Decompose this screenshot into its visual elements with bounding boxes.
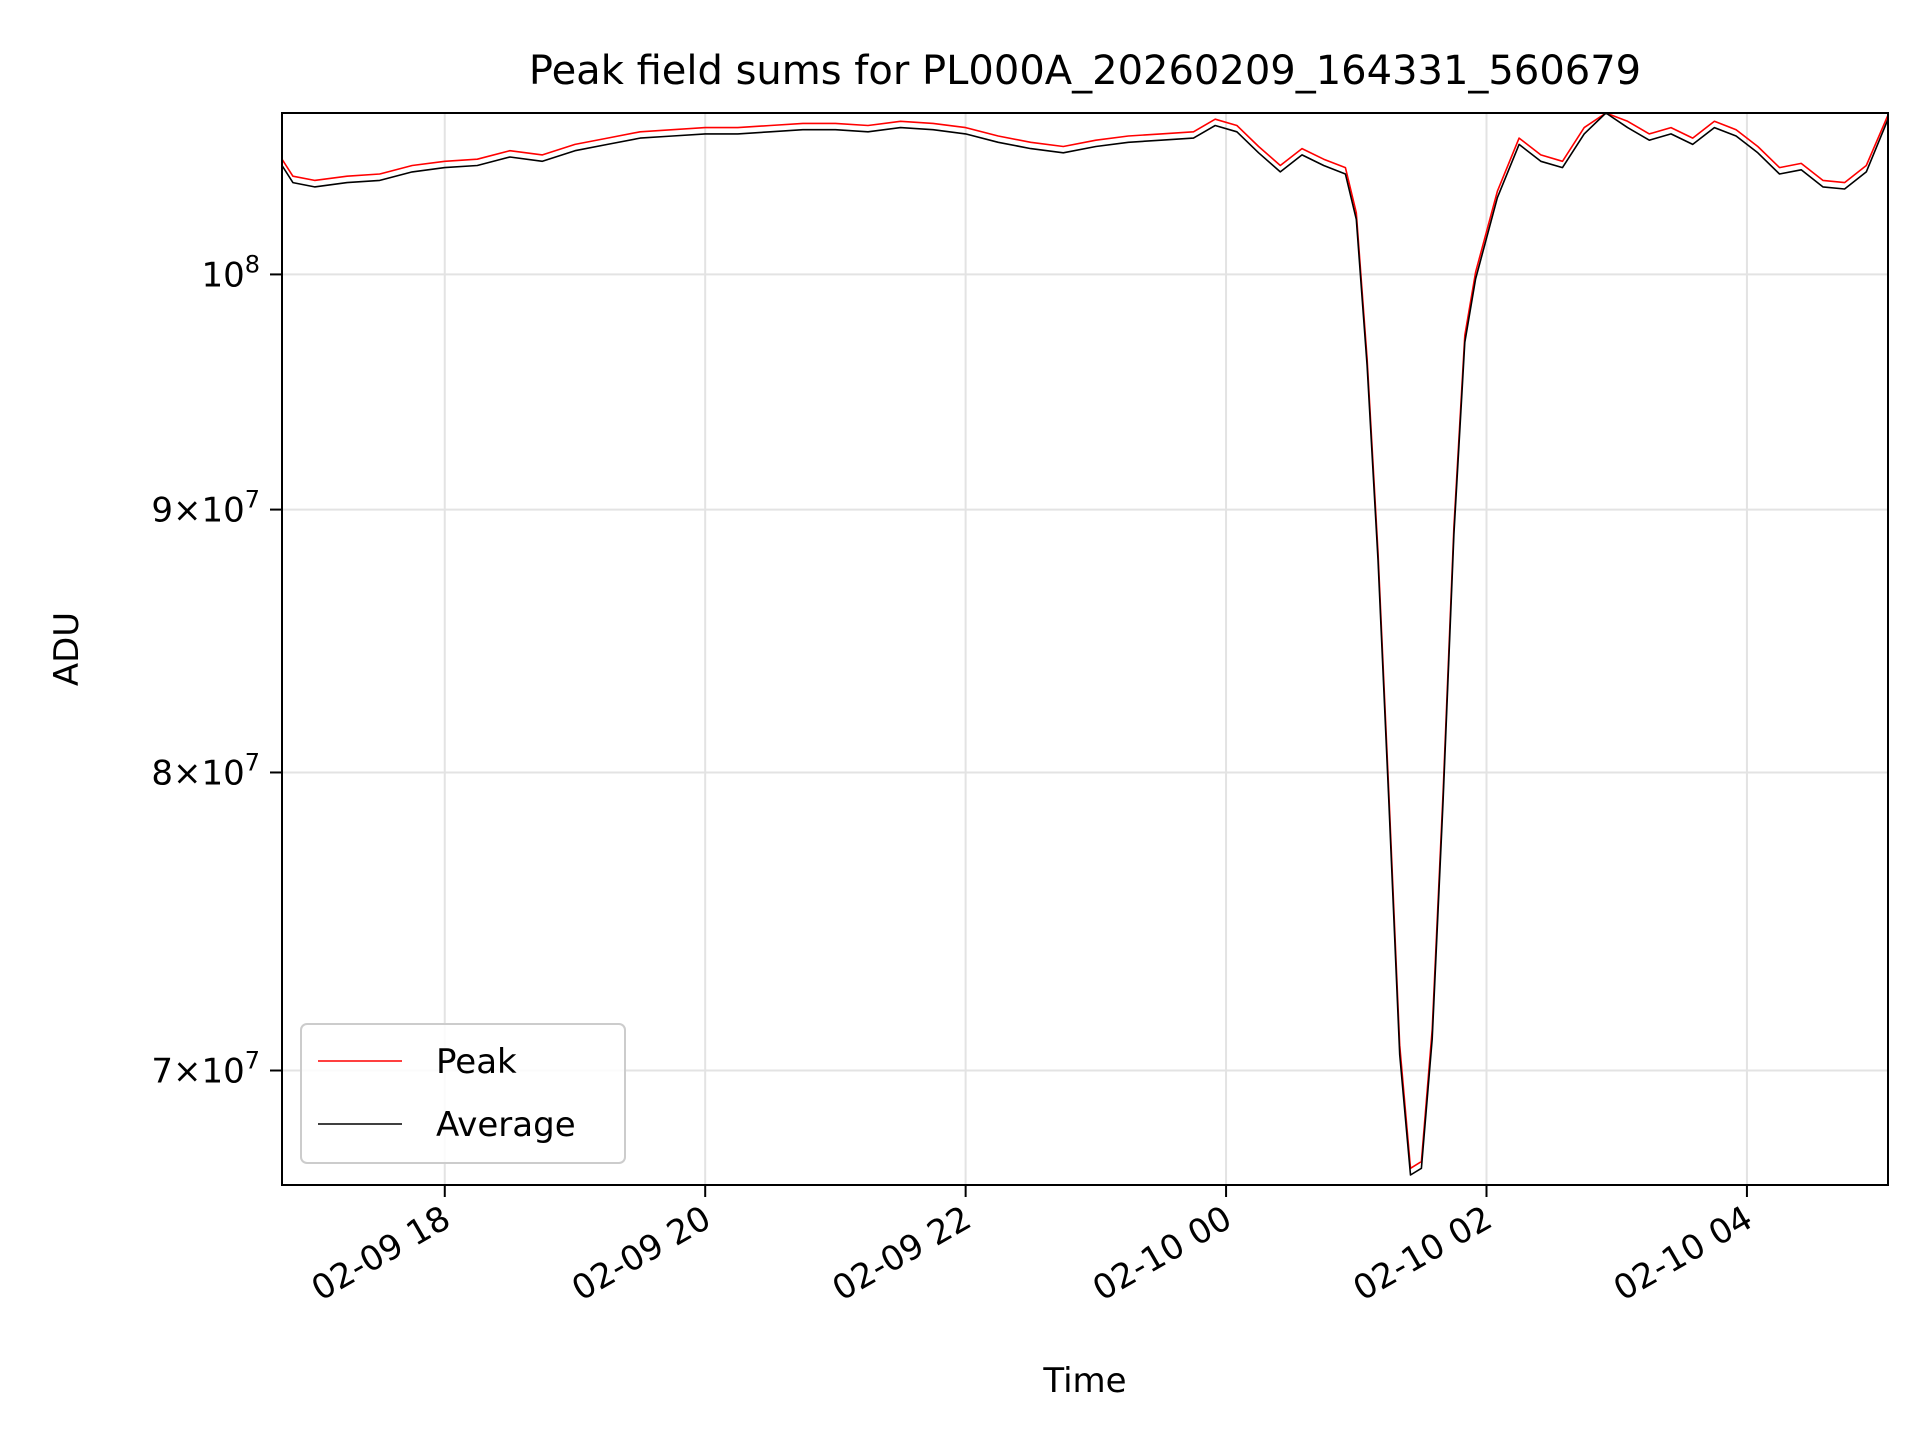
legend-average-label: Average [436, 1105, 576, 1145]
series-layer [281, 112, 1889, 1176]
chart-title: Peak field sums for PL000A_20260209_1643… [529, 48, 1641, 94]
plot-frame [281, 112, 1889, 1186]
legend-peak-label: Peak [436, 1042, 517, 1082]
legend-box [300, 1023, 626, 1164]
x-axis-label: Time [1042, 1361, 1126, 1401]
average-series-line [281, 112, 1889, 1176]
y-tick-label: 9×107 [151, 486, 260, 531]
peak-series-line [281, 112, 1889, 1170]
grid [282, 113, 1888, 1185]
legend: Peak Average [300, 1023, 626, 1164]
plot-area [282, 113, 1888, 1185]
y-axis-label: ADU [47, 612, 87, 686]
y-tick-label: 7×107 [151, 1047, 260, 1092]
y-tick-label: 8×107 [151, 748, 260, 793]
